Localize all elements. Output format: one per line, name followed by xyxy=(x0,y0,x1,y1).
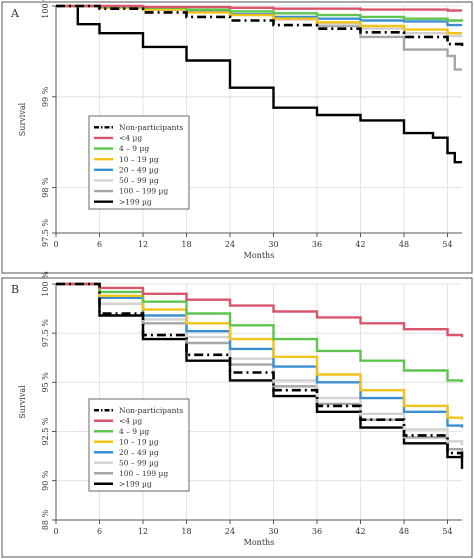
legend: Non-participants <4 µg4 – 9 µg 10 – 19 µg2… xyxy=(88,115,190,210)
series-line-4-9-g xyxy=(56,282,464,383)
y-tick-label: 100 % xyxy=(41,0,50,19)
legend-label: 100 – 199 µg xyxy=(119,187,168,196)
x-tick-label: 0 xyxy=(53,527,58,536)
legend-label: 50 – 99 µg xyxy=(119,176,159,185)
x-tick-label: 18 xyxy=(181,527,191,536)
legend-label: >199 µg xyxy=(119,197,152,206)
legend-box xyxy=(88,398,190,492)
x-tick-label: 54 xyxy=(442,240,452,249)
series-line-non-participants xyxy=(56,282,464,458)
series-line--4-g xyxy=(56,282,464,338)
legend-label: <4 µg xyxy=(119,134,142,143)
panel-label: B xyxy=(11,283,19,296)
x-tick-label: 36 xyxy=(312,240,322,249)
panel-frame xyxy=(1,277,473,558)
legend-label: 50 – 99 µg xyxy=(119,458,159,467)
y-tick-label: 97.5 % xyxy=(41,219,50,247)
legend-label: Non-participants xyxy=(119,406,183,415)
x-tick-label: 0 xyxy=(53,240,58,249)
panel-A: 0 6 12 18 24 30 36 42 48 54 97.5 % 98 % 99 % 100 % Mon… xyxy=(1,0,473,274)
panel-frame xyxy=(1,1,473,274)
legend-label: 10 – 19 µg xyxy=(119,437,159,446)
x-tick-label: 24 xyxy=(225,527,235,536)
y-tick-label: 88 % xyxy=(41,509,50,530)
legend-label: 20 – 49 µg xyxy=(119,448,159,457)
legend-label: <4 µg xyxy=(119,416,142,425)
legend-label: 4 – 9 µg xyxy=(119,427,149,436)
x-axis-label: Months xyxy=(244,251,275,260)
series-line--4-g xyxy=(56,4,462,12)
legend-label: Non-participants xyxy=(119,123,183,132)
x-tick-label: 12 xyxy=(138,527,148,536)
y-tick-label: 90 % xyxy=(41,470,50,491)
y-axis-label: Survival xyxy=(18,385,27,419)
x-tick-label: 12 xyxy=(138,240,148,249)
y-tick-label: 95 % xyxy=(41,372,50,393)
legend-box xyxy=(88,115,190,210)
x-tick-label: 42 xyxy=(355,240,365,249)
x-axis-label: Months xyxy=(244,538,275,547)
x-tick-label: 24 xyxy=(225,240,235,249)
legend-label: >199 µg xyxy=(119,479,152,488)
x-tick-label: 6 xyxy=(97,240,102,249)
y-axis-label: Survival xyxy=(18,102,27,136)
legend-label: 10 – 19 µg xyxy=(119,155,159,164)
x-tick-label: 6 xyxy=(97,527,102,536)
x-tick-label: 30 xyxy=(268,240,278,249)
legend-label: 100 – 199 µg xyxy=(119,469,168,478)
y-tick-label: 92.5 % xyxy=(41,417,50,445)
y-tick-label: 99 % xyxy=(41,86,50,107)
x-tick-label: 30 xyxy=(268,527,278,536)
x-tick-label: 54 xyxy=(442,527,452,536)
legend-label: 4 – 9 µg xyxy=(119,144,149,153)
y-tick-label: 98 % xyxy=(41,177,50,198)
legend-label: 20 – 49 µg xyxy=(119,165,159,174)
series-line--199-g xyxy=(56,4,462,164)
panel-B: 0 6 12 18 24 30 36 42 48 54 88 % 90 % 92.5 % 95 % 97.5… xyxy=(1,271,473,558)
y-tick-label: 100 % xyxy=(41,271,50,297)
panel-label: A xyxy=(10,7,20,20)
x-tick-label: 36 xyxy=(312,527,322,536)
x-tick-label: 48 xyxy=(399,527,409,536)
x-tick-label: 42 xyxy=(355,527,365,536)
y-tick-label: 97.5 % xyxy=(41,319,50,347)
x-tick-label: 48 xyxy=(399,240,409,249)
x-tick-label: 18 xyxy=(181,240,191,249)
series-line-non-participants xyxy=(56,4,464,46)
